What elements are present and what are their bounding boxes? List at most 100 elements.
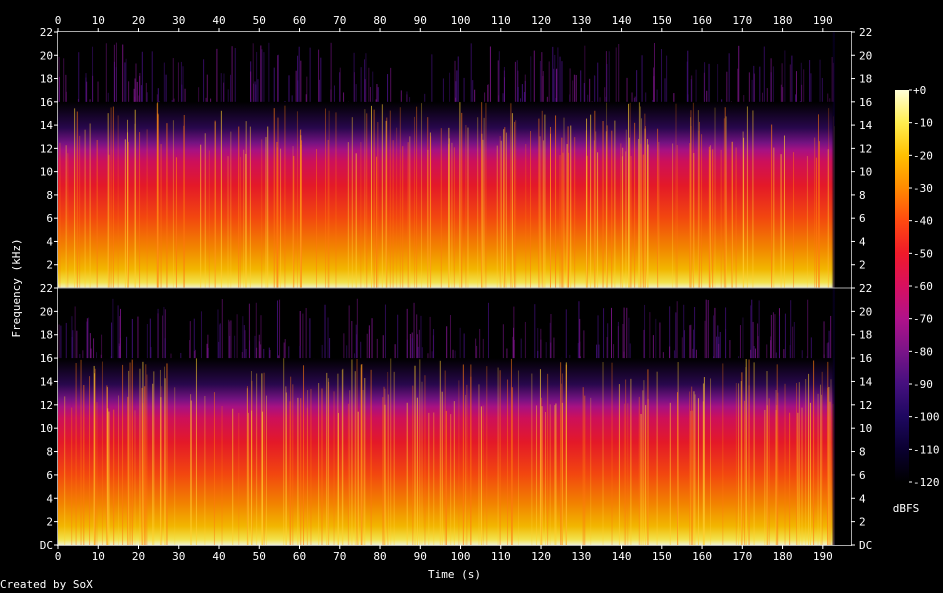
colorbar-tick-label: -10 [913,117,933,130]
colorbar-tick-label: -80 [913,345,933,358]
y-tick-label-right: 20 [859,305,872,318]
x-tick-label-bottom: 110 [491,550,511,563]
y-tick-label-left: 20 [40,305,53,318]
y-tick-label-left: 22 [40,26,53,39]
y-tick-label-left: DC [40,539,53,552]
y-tick-label-right: 2 [859,516,866,529]
y-tick-label-left: 6 [46,212,53,225]
colorbar-tick-label: +0 [913,84,926,97]
x-tick-label-bottom: 100 [451,550,471,563]
y-tick-label-left: 6 [46,469,53,482]
x-tick-label-top: 10 [92,14,105,27]
y-axis-label: Frequency (kHz) [10,238,23,337]
colorbar [895,90,909,482]
y-tick-label-left: 18 [40,73,53,86]
x-tick-label-top: 160 [692,14,712,27]
x-tick-label-top: 130 [571,14,591,27]
y-tick-label-left: 18 [40,329,53,342]
colorbar-tick-label: -70 [913,313,933,326]
y-tick-label-right: 10 [859,422,872,435]
x-tick-label-top: 90 [414,14,427,27]
y-tick-label-left: 16 [40,352,53,365]
y-tick-label-left: 2 [46,516,53,529]
channel-2-spectrogram [58,288,851,545]
y-tick-label-right: 4 [859,492,866,505]
y-tick-label-left: 10 [40,166,53,179]
y-tick-label-right: 2 [859,259,866,272]
colorbar-tick-label: -60 [913,280,933,293]
y-tick-label-right: 12 [859,142,872,155]
y-tick-label-right: 22 [859,282,872,295]
x-tick-label-top: 30 [172,14,185,27]
y-tick-label-left: 12 [40,142,53,155]
y-tick-label-right: DC [859,539,872,552]
colorbar-tick-label: -110 [913,443,940,456]
x-tick-label-top: 70 [333,14,346,27]
x-tick-label-top: 20 [132,14,145,27]
x-tick-label-bottom: 190 [813,550,833,563]
x-tick-label-bottom: 80 [373,550,386,563]
x-tick-label-top: 80 [373,14,386,27]
y-tick-label-right: 16 [859,352,872,365]
x-tick-label-bottom: 20 [132,550,145,563]
x-tick-label-bottom: 40 [212,550,225,563]
x-tick-label-bottom: 140 [612,550,632,563]
y-tick-label-right: 4 [859,235,866,248]
x-tick-label-top: 0 [55,14,62,27]
colorbar-tick-label: -40 [913,215,933,228]
x-tick-label-top: 60 [293,14,306,27]
y-tick-label-right: 16 [859,96,872,109]
x-tick-label-bottom: 160 [692,550,712,563]
x-tick-label-top: 100 [451,14,471,27]
x-tick-label-bottom: 70 [333,550,346,563]
colorbar-tick-label: -120 [913,476,940,489]
y-tick-label-right: 14 [859,119,873,132]
colorbar-tick-label: -30 [913,182,933,195]
x-tick-label-top: 190 [813,14,833,27]
y-tick-label-left: 8 [46,446,53,459]
x-tick-label-top: 50 [253,14,266,27]
x-tick-label-top: 150 [652,14,672,27]
x-tick-label-bottom: 90 [414,550,427,563]
y-tick-label-left: 14 [40,375,54,388]
x-tick-label-top: 140 [612,14,632,27]
x-axis-label: Time (s) [428,568,481,581]
y-tick-label-right: 12 [859,399,872,412]
y-tick-label-left: 10 [40,422,53,435]
y-tick-label-right: 8 [859,446,866,459]
x-tick-label-bottom: 150 [652,550,672,563]
y-tick-label-left: 16 [40,96,53,109]
colorbar-tick-label: -100 [913,411,940,424]
x-tick-label-bottom: 180 [773,550,793,563]
y-tick-label-right: 6 [859,212,866,225]
credit-text: Created by SoX [0,578,93,591]
y-tick-label-left: 4 [46,235,53,248]
y-tick-label-left: 20 [40,49,53,62]
y-tick-label-left: 14 [40,119,54,132]
colorbar-tick-label: -20 [913,149,933,162]
y-tick-label-left: 22 [40,282,53,295]
x-tick-label-bottom: 130 [571,550,591,563]
y-tick-label-right: 20 [859,49,872,62]
y-tick-label-right: 18 [859,73,872,86]
colorbar-unit-label: dBFS [893,502,920,515]
y-tick-label-left: 2 [46,259,53,272]
y-tick-label-right: 6 [859,469,866,482]
x-tick-label-bottom: 30 [172,550,185,563]
x-tick-label-bottom: 0 [55,550,62,563]
x-tick-label-bottom: 50 [253,550,266,563]
channel-1-spectrogram [58,32,851,289]
x-tick-label-top: 180 [773,14,793,27]
x-tick-label-top: 40 [212,14,225,27]
x-tick-label-bottom: 10 [92,550,105,563]
y-tick-label-right: 10 [859,166,872,179]
y-tick-label-right: 22 [859,26,872,39]
colorbar-tick-label: -50 [913,247,933,260]
y-tick-label-right: 14 [859,375,873,388]
x-tick-label-bottom: 170 [732,550,752,563]
x-tick-label-top: 110 [491,14,511,27]
y-tick-label-left: 4 [46,492,53,505]
colorbar-tick-label: -90 [913,378,933,391]
